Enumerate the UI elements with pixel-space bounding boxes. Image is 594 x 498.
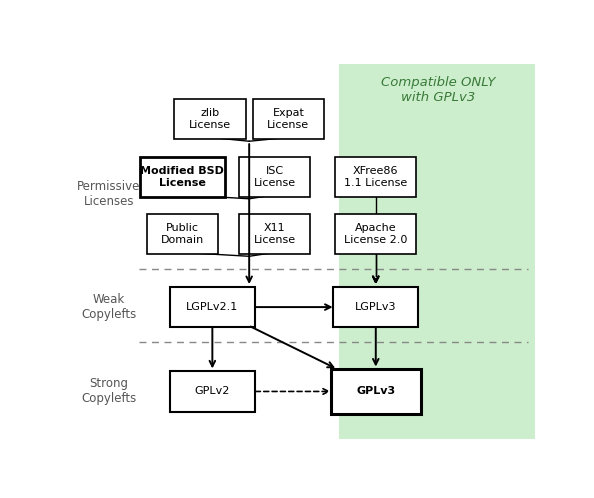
Text: Apache
License 2.0: Apache License 2.0 [344,224,407,245]
Text: Modified BSD
License: Modified BSD License [141,166,225,188]
Text: GPLv3: GPLv3 [356,386,396,396]
FancyBboxPatch shape [331,370,421,413]
FancyBboxPatch shape [333,287,418,327]
FancyBboxPatch shape [239,156,310,197]
FancyBboxPatch shape [336,156,416,197]
Text: XFree86
1.1 License: XFree86 1.1 License [344,166,407,188]
Text: Weak
Copylefts: Weak Copylefts [81,293,137,321]
Text: Public
Domain: Public Domain [161,224,204,245]
Text: LGPLv3: LGPLv3 [355,302,397,312]
FancyBboxPatch shape [170,287,255,327]
FancyBboxPatch shape [140,156,225,197]
Text: Permissive
Licenses: Permissive Licenses [77,180,140,208]
Text: X11
License: X11 License [254,224,296,245]
FancyBboxPatch shape [175,99,246,139]
Text: ISC
License: ISC License [254,166,296,188]
Text: zlib
License: zlib License [189,109,231,130]
FancyBboxPatch shape [336,214,416,254]
Text: Expat
License: Expat License [267,109,309,130]
Text: LGPLv2.1: LGPLv2.1 [187,302,238,312]
FancyBboxPatch shape [252,99,324,139]
Text: GPLv2: GPLv2 [195,386,230,396]
Bar [339,64,535,439]
FancyBboxPatch shape [170,372,255,411]
FancyBboxPatch shape [239,214,310,254]
FancyBboxPatch shape [147,214,218,254]
Text: Strong
Copylefts: Strong Copylefts [81,377,137,405]
Text: Compatible ONLY
with GPLv3: Compatible ONLY with GPLv3 [381,76,495,105]
